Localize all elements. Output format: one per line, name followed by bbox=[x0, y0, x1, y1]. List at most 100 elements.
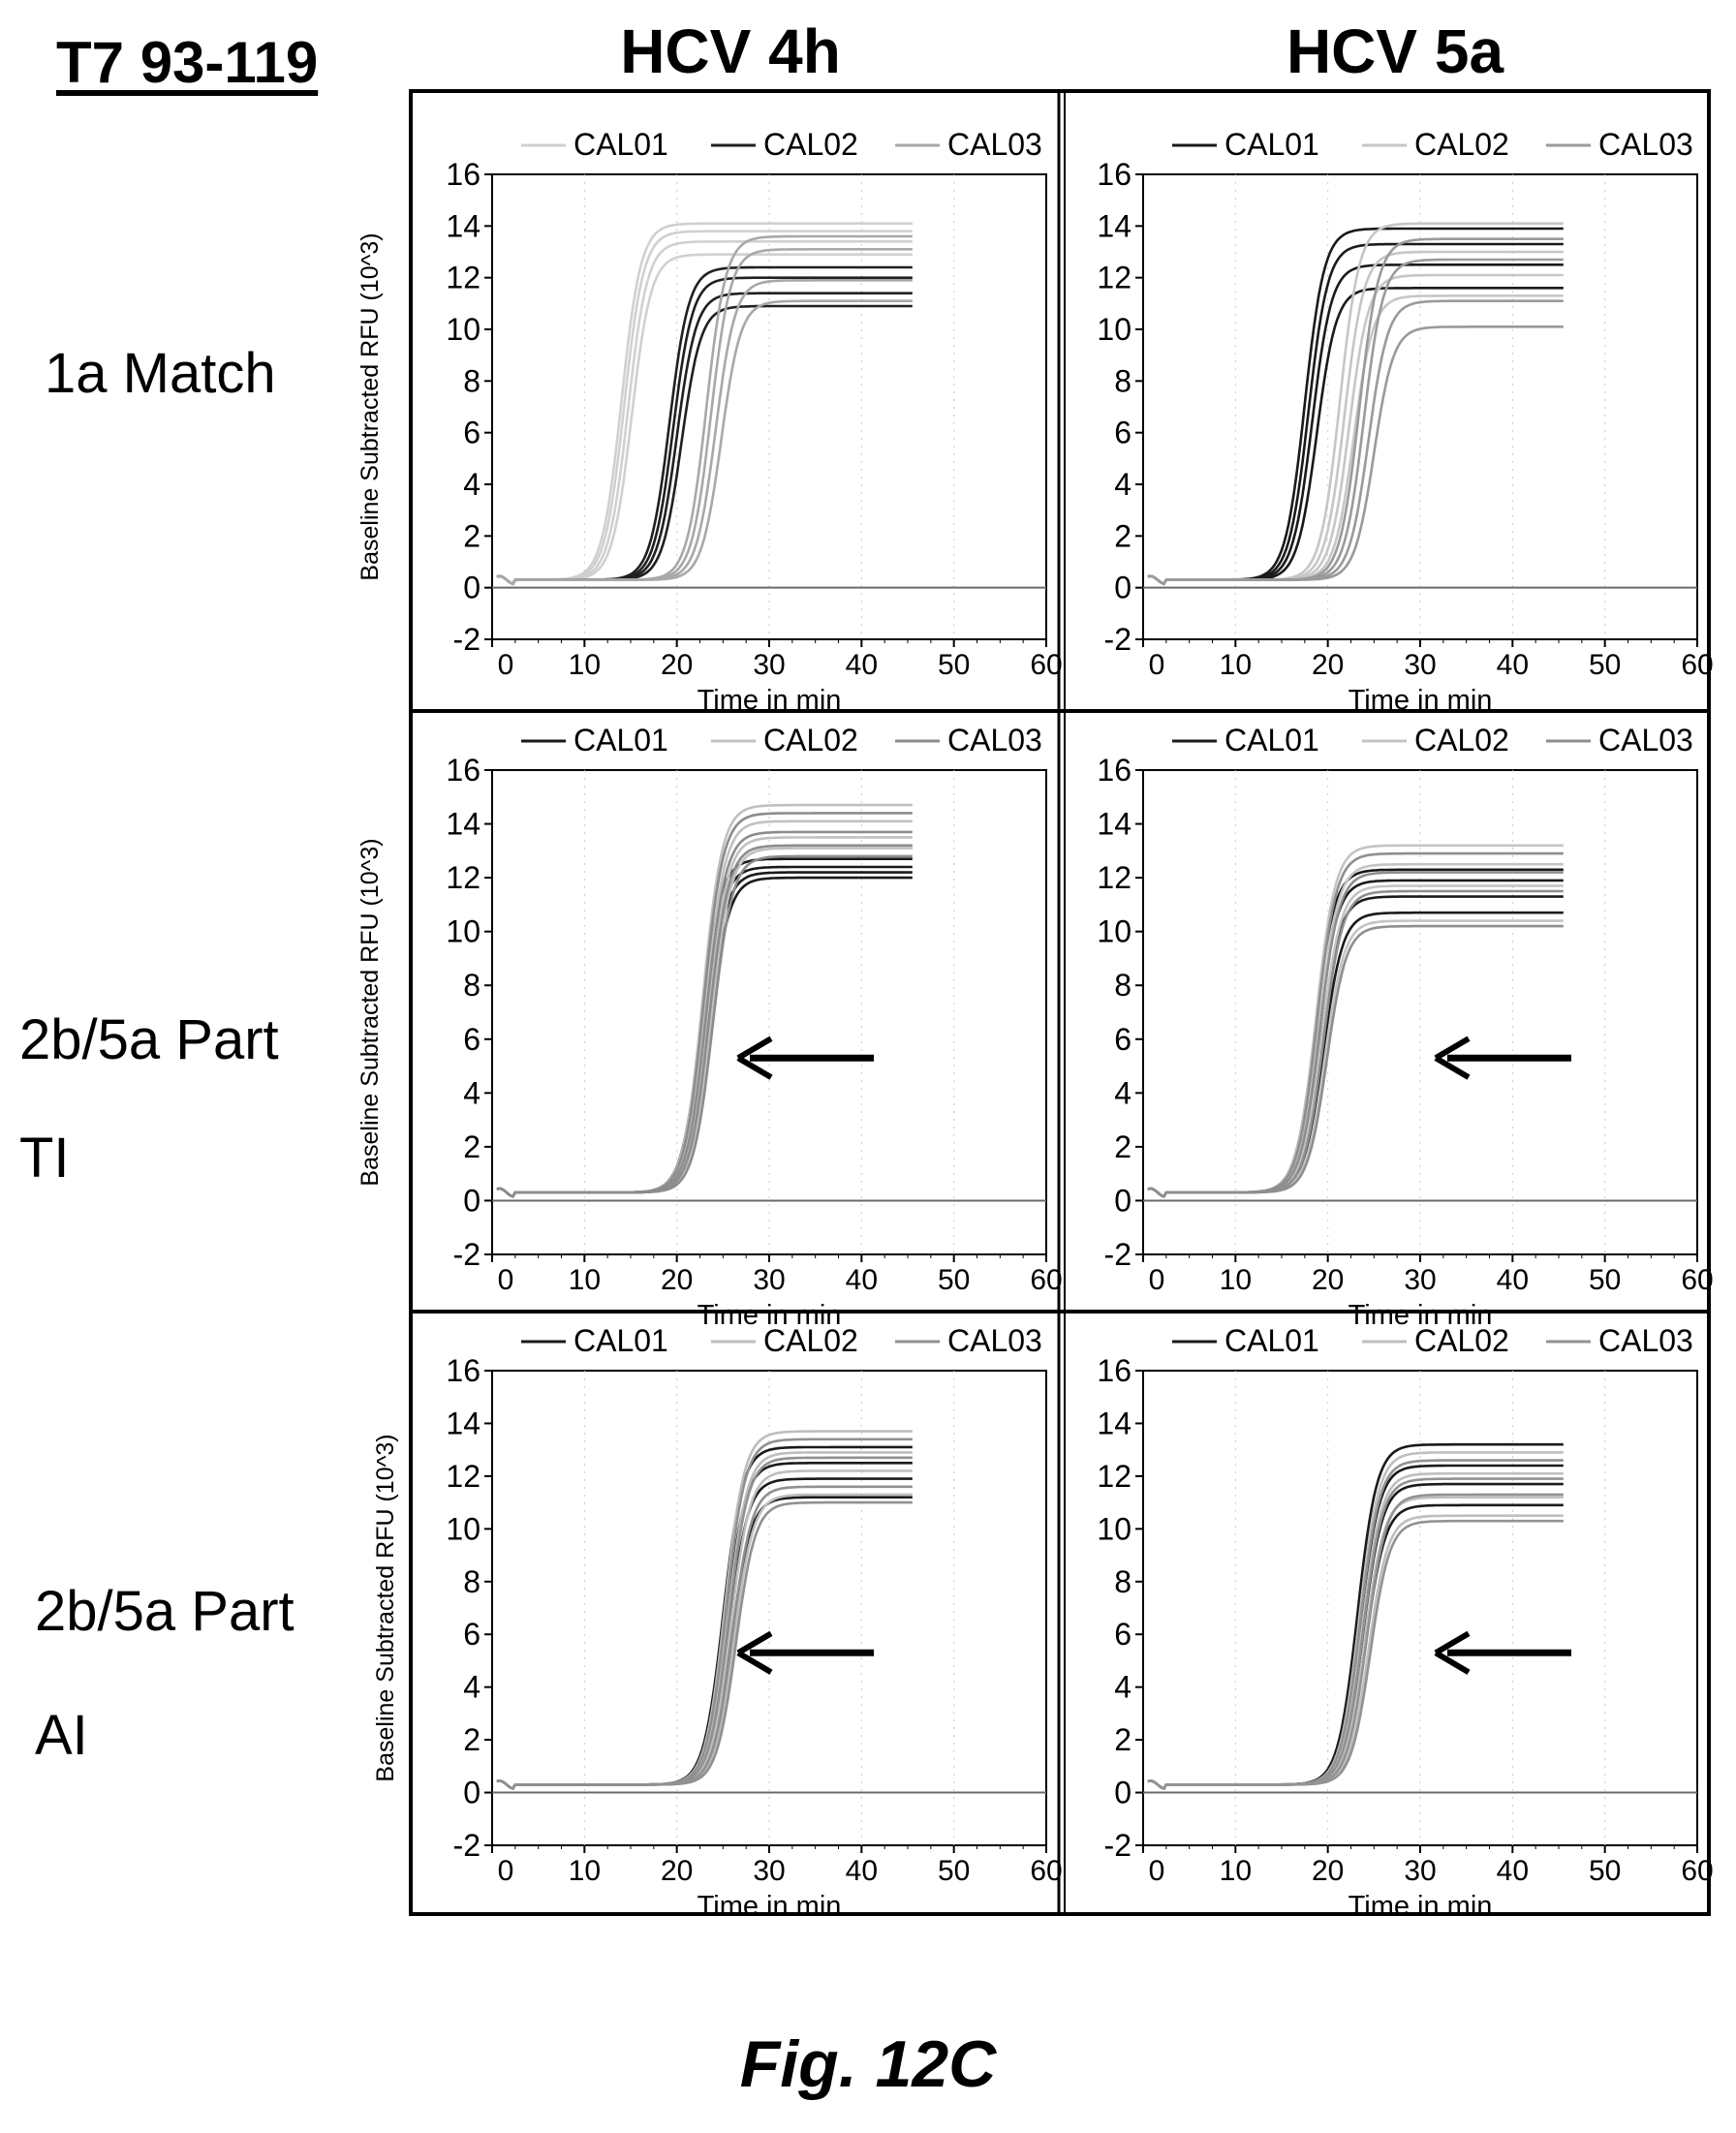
series-line bbox=[496, 299, 913, 586]
legend-entry: CAL01 bbox=[1224, 1323, 1319, 1358]
series-line bbox=[496, 1500, 913, 1791]
x-tick-label: 40 bbox=[1497, 649, 1529, 681]
y-tick-label: 12 bbox=[1097, 860, 1132, 895]
y-tick-label: 2 bbox=[463, 1722, 480, 1757]
series-line bbox=[1147, 325, 1564, 586]
x-tick-label: 40 bbox=[1497, 1264, 1529, 1296]
x-tick-label: 60 bbox=[1681, 649, 1713, 681]
x-tick-label: 0 bbox=[498, 649, 514, 681]
y-tick-label: 2 bbox=[1114, 518, 1132, 553]
y-axis-label: Baseline Subtracted RFU (10^3) bbox=[356, 838, 384, 1186]
y-tick-label: 16 bbox=[446, 157, 480, 192]
y-axis-label: Baseline Subtracted RFU (10^3) bbox=[372, 1434, 399, 1781]
y-tick-label: 10 bbox=[1097, 914, 1132, 949]
x-tick-label: 0 bbox=[498, 1264, 514, 1296]
y-tick-label: 12 bbox=[1097, 1459, 1132, 1494]
y-tick-label: -2 bbox=[1104, 1237, 1132, 1272]
y-tick-label: 14 bbox=[446, 1406, 480, 1440]
legend-entry: CAL02 bbox=[1414, 723, 1509, 757]
y-tick-label: 0 bbox=[1114, 571, 1132, 605]
chart-panel: 0 10 20 30 40 50 60 -2 0 2 4 6 8 10 12 14 16 Time in min B… bbox=[356, 723, 1063, 1331]
legend-entry: CAL03 bbox=[947, 127, 1042, 162]
y-tick-label: 2 bbox=[463, 518, 480, 553]
y-tick-label: 14 bbox=[1097, 1406, 1132, 1440]
x-tick-label: 20 bbox=[661, 1264, 693, 1296]
y-tick-label: 0 bbox=[463, 1776, 480, 1810]
chart-panel: 0 10 20 30 40 50 60 -2 0 2 4 6 8 10 12 14 16 Time in min B… bbox=[356, 127, 1063, 716]
y-tick-label: 0 bbox=[1114, 1776, 1132, 1810]
x-tick-label: 10 bbox=[1220, 649, 1252, 681]
series-line bbox=[496, 304, 913, 586]
x-tick-label: 30 bbox=[753, 1855, 785, 1887]
x-axis-label: Time in min bbox=[1348, 685, 1493, 716]
y-tick-label: 8 bbox=[463, 968, 480, 1003]
x-tick-label: 10 bbox=[569, 649, 601, 681]
legend-entry: CAL03 bbox=[947, 723, 1042, 757]
x-tick-label: 50 bbox=[938, 1855, 970, 1887]
y-tick-label: 16 bbox=[446, 1353, 480, 1388]
y-tick-label: 4 bbox=[1114, 1670, 1132, 1705]
y-tick-label: 6 bbox=[1114, 1617, 1132, 1652]
x-tick-label: 10 bbox=[569, 1855, 601, 1887]
y-tick-label: 2 bbox=[1114, 1722, 1132, 1757]
series-line bbox=[496, 230, 913, 586]
series-line bbox=[1147, 862, 1564, 1198]
x-axis-label: Time in min bbox=[698, 685, 842, 716]
legend-entry: CAL02 bbox=[763, 1323, 858, 1358]
legend-entry: CAL01 bbox=[574, 723, 668, 757]
y-tick-label: 10 bbox=[1097, 1511, 1132, 1546]
x-tick-label: 20 bbox=[661, 1855, 693, 1887]
x-tick-label: 10 bbox=[1220, 1264, 1252, 1296]
y-tick-label: 8 bbox=[1114, 363, 1132, 398]
x-tick-label: 30 bbox=[753, 1264, 785, 1296]
y-tick-label: 0 bbox=[1114, 1183, 1132, 1218]
row-label-part-ai-line1: 2b/5a Part bbox=[35, 1580, 294, 1643]
y-tick-label: 8 bbox=[1114, 968, 1132, 1003]
legend-entry: CAL01 bbox=[1224, 723, 1319, 757]
y-tick-label: 10 bbox=[446, 1511, 480, 1546]
series-line bbox=[1147, 879, 1564, 1198]
y-tick-label: 6 bbox=[1114, 1022, 1132, 1057]
row-label-part-ai-line2: AI bbox=[35, 1704, 88, 1767]
x-tick-label: 50 bbox=[1589, 1264, 1621, 1296]
y-tick-label: 8 bbox=[463, 363, 480, 398]
y-tick-label: 0 bbox=[463, 571, 480, 605]
x-tick-label: 0 bbox=[1149, 649, 1165, 681]
legend-entry: CAL03 bbox=[947, 1323, 1042, 1358]
x-tick-label: 60 bbox=[1681, 1264, 1713, 1296]
x-tick-label: 0 bbox=[1149, 1264, 1165, 1296]
figure-label: Fig. 12C bbox=[739, 2027, 997, 2101]
y-tick-label: 4 bbox=[463, 467, 480, 502]
y-tick-label: 4 bbox=[1114, 1075, 1132, 1110]
x-tick-label: 50 bbox=[938, 649, 970, 681]
y-tick-label: 4 bbox=[1114, 467, 1132, 502]
series-line bbox=[496, 854, 913, 1198]
y-tick-label: 12 bbox=[1097, 261, 1132, 295]
y-tick-label: 4 bbox=[463, 1075, 480, 1110]
row-label-part-ti-line2: TI bbox=[19, 1127, 70, 1190]
x-tick-label: 50 bbox=[1589, 1855, 1621, 1887]
y-axis-label: Baseline Subtracted RFU (10^3) bbox=[356, 232, 384, 580]
y-tick-label: -2 bbox=[1104, 1828, 1132, 1863]
chart-panel: 0 10 20 30 40 50 60 -2 0 2 4 6 8 10 12 14 16 Time in min C… bbox=[1097, 723, 1713, 1331]
y-tick-label: 8 bbox=[1114, 1564, 1132, 1599]
x-tick-label: 10 bbox=[1220, 1855, 1252, 1887]
x-axis-label: Time in min bbox=[698, 1300, 842, 1331]
y-tick-label: 4 bbox=[463, 1670, 480, 1705]
y-tick-label: 10 bbox=[446, 312, 480, 347]
y-tick-label: 8 bbox=[463, 1564, 480, 1599]
y-tick-label: 14 bbox=[1097, 807, 1132, 842]
y-tick-label: 16 bbox=[1097, 157, 1132, 192]
x-tick-label: 20 bbox=[661, 649, 693, 681]
series-line bbox=[1147, 889, 1564, 1198]
series-line bbox=[1147, 1519, 1564, 1791]
legend-entry: CAL03 bbox=[1598, 127, 1693, 162]
legend-entry: CAL03 bbox=[1598, 1323, 1693, 1358]
y-tick-label: 12 bbox=[446, 1459, 480, 1494]
y-tick-label: 0 bbox=[463, 1183, 480, 1218]
series-line bbox=[1147, 868, 1564, 1198]
y-tick-label: -2 bbox=[453, 1828, 480, 1863]
y-tick-label: 2 bbox=[1114, 1129, 1132, 1164]
series-line bbox=[1147, 911, 1564, 1198]
y-tick-label: -2 bbox=[453, 622, 480, 657]
